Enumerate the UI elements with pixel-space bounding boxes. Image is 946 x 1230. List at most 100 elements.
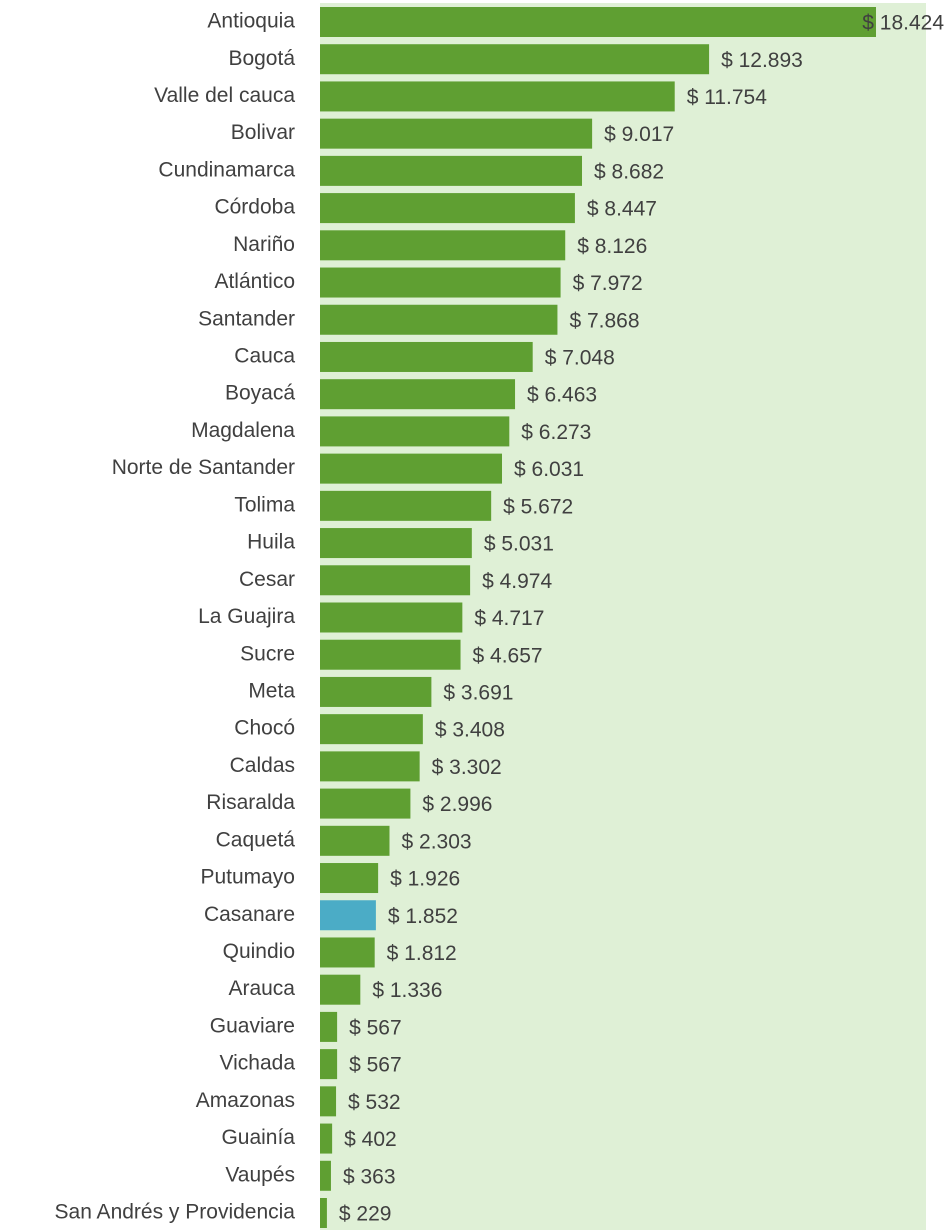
- category-label: Nariño: [233, 233, 295, 256]
- value-label: $ 1.812: [387, 942, 457, 965]
- category-label: Casanare: [204, 903, 295, 926]
- value-label: $ 4.974: [482, 570, 552, 593]
- bar: [320, 825, 390, 856]
- value-label: $ 3.408: [435, 719, 505, 742]
- value-label: $ 567: [349, 1016, 402, 1039]
- bar: [320, 1123, 333, 1154]
- value-label: $ 8.447: [587, 198, 657, 221]
- category-label: Caldas: [230, 754, 295, 777]
- bar: [320, 751, 420, 782]
- category-label: Sucre: [240, 642, 295, 665]
- category-label: Huila: [247, 531, 295, 554]
- value-label: $ 3.691: [443, 681, 513, 704]
- bar: [320, 714, 423, 745]
- bar: [320, 118, 593, 149]
- bar: [320, 155, 583, 186]
- bar: [320, 1049, 338, 1080]
- bar: [320, 44, 710, 75]
- bar: [320, 900, 376, 931]
- value-label: $ 2.996: [422, 793, 492, 816]
- bar: [320, 416, 510, 447]
- bar: [320, 974, 361, 1005]
- category-label: Vichada: [219, 1052, 295, 1075]
- value-label: $ 6.273: [521, 421, 591, 444]
- bar: [320, 1086, 337, 1117]
- category-label: Santander: [198, 307, 295, 330]
- category-label: Vaupés: [225, 1163, 295, 1186]
- value-label: $ 4.717: [474, 607, 544, 630]
- category-label: Atlántico: [214, 270, 295, 293]
- bar: [320, 676, 432, 707]
- bar: [320, 453, 503, 484]
- bar: [320, 7, 876, 37]
- bar: [320, 267, 561, 298]
- category-label: Tolima: [234, 493, 295, 516]
- category-label: Magdalena: [191, 419, 295, 442]
- value-label: $ 7.868: [569, 309, 639, 332]
- value-label: $ 8.126: [577, 235, 647, 258]
- bar: [320, 304, 558, 335]
- bar: [320, 1160, 331, 1191]
- category-label: Antioquia: [207, 10, 295, 33]
- bar: [320, 81, 675, 112]
- bar: [320, 193, 575, 224]
- bar: [320, 341, 533, 372]
- value-label: $ 363: [343, 1165, 396, 1188]
- bar: [320, 1011, 338, 1042]
- bar: [320, 230, 566, 261]
- value-label: $ 567: [349, 1054, 402, 1077]
- category-label: La Guajira: [198, 605, 295, 628]
- bar: [320, 1198, 327, 1228]
- value-label: $ 2.303: [402, 830, 472, 853]
- bar: [320, 602, 463, 633]
- value-label: $ 9.017: [604, 123, 674, 146]
- category-label: Guainía: [221, 1126, 295, 1149]
- category-label: Cauca: [234, 345, 295, 368]
- value-label: $ 5.672: [503, 495, 573, 518]
- category-label: Córdoba: [214, 196, 295, 219]
- bar: [320, 379, 516, 410]
- category-label: Putumayo: [200, 866, 295, 889]
- bar: [320, 490, 492, 521]
- category-label: Cundinamarca: [158, 158, 295, 181]
- value-label: $ 532: [348, 1091, 401, 1114]
- category-label: Caquetá: [216, 828, 296, 851]
- category-label: Amazonas: [196, 1089, 295, 1112]
- bar: [320, 788, 411, 819]
- category-label: Chocó: [234, 717, 295, 740]
- bar: [320, 863, 379, 894]
- value-label: $ 7.048: [545, 347, 615, 370]
- category-label: Guaviare: [210, 1014, 295, 1037]
- value-label: $ 18.424: [862, 12, 944, 35]
- category-label: Quindio: [223, 940, 295, 963]
- bar: [320, 565, 471, 596]
- value-label: $ 8.682: [594, 160, 664, 183]
- value-label: $ 6.031: [514, 458, 584, 481]
- value-label: $ 7.972: [573, 272, 643, 295]
- category-label: Bolivar: [231, 121, 295, 144]
- category-label: Arauca: [228, 977, 295, 1000]
- category-label: Bogotá: [228, 47, 295, 70]
- value-label: $ 6.463: [527, 384, 597, 407]
- category-label: Meta: [248, 679, 295, 702]
- category-label: Cesar: [239, 568, 295, 591]
- value-label: $ 3.302: [432, 756, 502, 779]
- value-label: $ 1.336: [372, 979, 442, 1002]
- value-label: $ 1.926: [390, 868, 460, 891]
- bar: [320, 937, 375, 968]
- value-label: $ 4.657: [473, 644, 543, 667]
- value-label: $ 5.031: [484, 533, 554, 556]
- value-label: $ 11.754: [687, 86, 768, 109]
- value-label: $ 229: [339, 1203, 392, 1226]
- value-label: $ 1.852: [388, 905, 458, 928]
- category-label: Norte de Santander: [112, 456, 295, 479]
- value-label: $ 402: [344, 1128, 397, 1151]
- bar: [320, 639, 461, 670]
- value-label: $ 12.893: [721, 49, 803, 72]
- category-label: San Andrés y Providencia: [55, 1201, 296, 1224]
- bar: [320, 528, 472, 559]
- category-label: Boyacá: [225, 382, 295, 405]
- category-label: Risaralda: [206, 791, 295, 814]
- category-label: Valle del cauca: [154, 84, 295, 107]
